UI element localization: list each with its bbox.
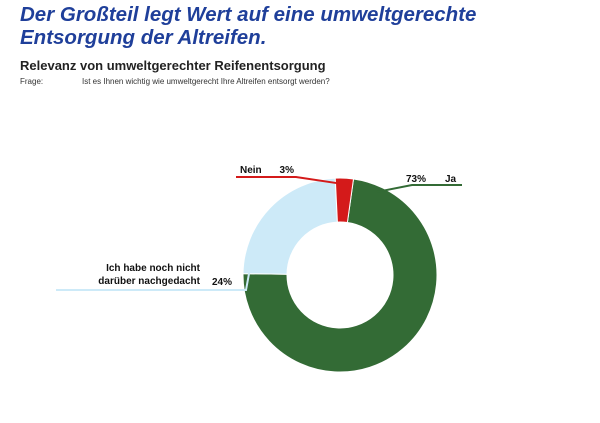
slice-label-ich-habe-noch-nicht-dar-ber-nachgedacht: Ich habe noch nicht darüber nachgedacht (98, 263, 200, 287)
value-label-nein: 3% (280, 165, 295, 176)
slice-ich-habe-noch-nicht-dar-ber-nachgedacht (242, 177, 338, 275)
leader-line-ich-habe-noch-nicht-dar-ber-nachgedacht (56, 243, 256, 291)
slice-nein (334, 177, 355, 224)
page-title-line-2: Entsorgung der Altreifen. (20, 26, 267, 49)
page-title-line-1: Der Großteil legt Wert auf eine umweltge… (20, 3, 477, 26)
slice-label-line: Ja (445, 174, 457, 185)
donut-slices (242, 177, 438, 373)
chart-subtitle: Relevanz von umweltgerechter Reifenentso… (20, 58, 326, 73)
slice-label-ja: Ja (445, 174, 457, 185)
slice-label-line: Ich habe noch nicht (106, 263, 201, 274)
slice-label-line: Nein (240, 165, 262, 176)
leader-lines (56, 176, 462, 291)
value-label-ja: 73% (406, 174, 426, 185)
slice-label-nein: Nein (240, 165, 262, 176)
slice-label-line: darüber nachgedacht (98, 276, 200, 287)
question-label: Frage: (20, 77, 44, 86)
slice-labels: 73% Ja 24% Ich habe noch nicht darüber nachg… (98, 165, 456, 288)
value-label-ich-habe-noch-nicht-dar-ber-nachgedacht: 24% (212, 277, 232, 288)
question-text: Ist es Ihnen wichtig wie umweltgerecht I… (82, 77, 330, 86)
slice-ja (242, 178, 438, 373)
leader-line-ja (376, 184, 462, 193)
leader-line-nein (236, 176, 344, 186)
page-title: Der Großteil legt Wert auf eine umweltge… (20, 3, 590, 49)
